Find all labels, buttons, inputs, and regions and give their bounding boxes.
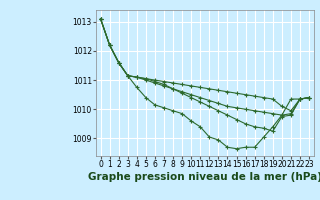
X-axis label: Graphe pression niveau de la mer (hPa): Graphe pression niveau de la mer (hPa): [88, 172, 320, 182]
